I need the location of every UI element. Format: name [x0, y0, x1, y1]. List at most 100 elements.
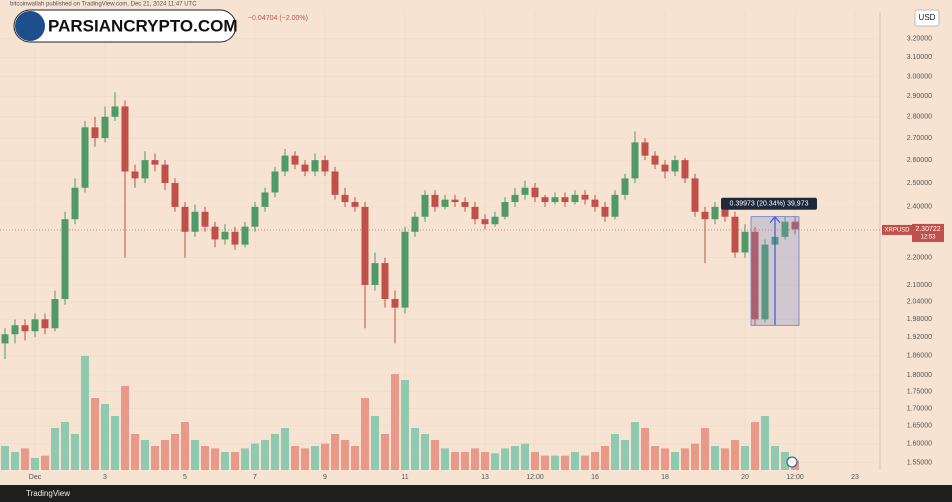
candle-body — [81, 127, 89, 188]
candle-body — [251, 206, 259, 227]
volume-bar — [751, 422, 759, 470]
watermark-pill — [13, 9, 237, 43]
volume-bar — [171, 434, 179, 470]
candle-body — [11, 325, 19, 335]
volume-bar — [551, 455, 559, 470]
candle-body — [311, 160, 319, 172]
volume-bar — [461, 452, 469, 470]
volume-bar — [511, 446, 519, 470]
candle-body — [631, 142, 639, 179]
volume-bar — [521, 443, 529, 470]
volume-bar — [611, 434, 619, 470]
candle-body — [471, 206, 479, 220]
volume-bar — [141, 440, 149, 470]
candle-body — [361, 206, 369, 285]
volume-bar — [441, 448, 449, 470]
price-tag — [912, 223, 944, 242]
x-tick-label: 20 — [741, 474, 749, 481]
candle-body — [721, 206, 729, 217]
candle-body — [281, 155, 289, 172]
watermark-logo — [15, 11, 45, 41]
measure-arrowhead — [769, 215, 781, 224]
measure-label: 0.39973 (20.34%) 39,973 — [729, 201, 808, 208]
candle-body — [701, 211, 709, 220]
volume-bar — [481, 452, 489, 470]
currency[interactable]: USD — [919, 13, 936, 22]
candle-body — [161, 164, 169, 184]
x-tick-label: 3 — [103, 474, 107, 481]
x-tick-label: Dec — [29, 474, 42, 481]
volume-bar — [721, 448, 729, 470]
candle-body — [741, 231, 749, 253]
candle-body — [31, 319, 39, 332]
symbol-label: XRPUSD — [884, 228, 910, 234]
candle-body — [71, 187, 79, 220]
candle-body — [431, 194, 439, 207]
candle-body — [501, 202, 509, 217]
volume-bar — [291, 446, 299, 470]
volume-bar — [601, 446, 609, 470]
x-tick-label: 23 — [851, 474, 859, 481]
candle-body — [681, 160, 689, 179]
volume-bar — [261, 440, 269, 470]
candle-body — [241, 226, 249, 245]
candle-body — [61, 219, 69, 300]
candle-body — [791, 221, 799, 230]
volume-bar — [701, 428, 709, 470]
volume-bar — [571, 452, 579, 470]
candle-body — [391, 299, 399, 308]
volume-bar — [641, 428, 649, 470]
volume-bar — [531, 452, 539, 470]
price-label: 2.30722 — [915, 226, 940, 233]
candle-body — [21, 325, 29, 332]
measure-tag — [721, 197, 817, 210]
volume-bar — [251, 443, 259, 470]
volume-bar — [731, 440, 739, 470]
volume-bar — [221, 452, 229, 470]
candle-body — [531, 187, 539, 198]
volume-bar — [621, 440, 629, 470]
volume-bar — [771, 446, 779, 470]
volume-bar — [21, 448, 29, 470]
volume-bar — [661, 448, 669, 470]
volume-bar — [51, 428, 59, 470]
watermark: PARSIANCRYPTO.COM — [13, 9, 238, 43]
volume-bar — [361, 398, 369, 470]
y-tick-label: 2.10000 — [907, 282, 932, 289]
candle-body — [51, 299, 59, 329]
candle-body — [581, 194, 589, 200]
candle-body — [561, 197, 569, 203]
volume-bar — [761, 416, 769, 470]
candle-body — [131, 171, 139, 179]
candle-body — [151, 160, 159, 165]
volume-bar — [91, 398, 99, 470]
byline: bitcoinwallah published on TradingView.c… — [10, 2, 197, 8]
candle-body — [551, 197, 559, 203]
add-button[interactable] — [786, 456, 798, 468]
volume-bar — [211, 448, 219, 470]
volume-bar — [351, 446, 359, 470]
y-tick-label: 2.60000 — [907, 157, 932, 164]
x-tick-label: 5 — [183, 474, 187, 481]
volume-bar — [71, 434, 79, 470]
y-tick-label: 2.04000 — [907, 299, 932, 306]
candle-body — [541, 197, 549, 203]
volume-bar — [391, 374, 399, 470]
volume-bar — [241, 448, 249, 470]
candle-body — [181, 206, 189, 232]
volume-bar — [431, 440, 439, 470]
candle-body — [621, 178, 629, 195]
footer-bar — [0, 485, 952, 502]
candle-body — [171, 183, 179, 207]
volume-bar — [321, 443, 329, 470]
candle-body — [271, 171, 279, 193]
candle-body — [451, 199, 459, 203]
y-tick-label: 3.00000 — [907, 73, 932, 80]
candle-body — [231, 231, 239, 245]
volume-bar — [11, 452, 19, 470]
candle-body — [41, 319, 49, 329]
volume-bar — [231, 452, 239, 470]
currency-button[interactable] — [914, 9, 940, 27]
candle-body — [401, 231, 409, 308]
candle-body — [651, 155, 659, 165]
